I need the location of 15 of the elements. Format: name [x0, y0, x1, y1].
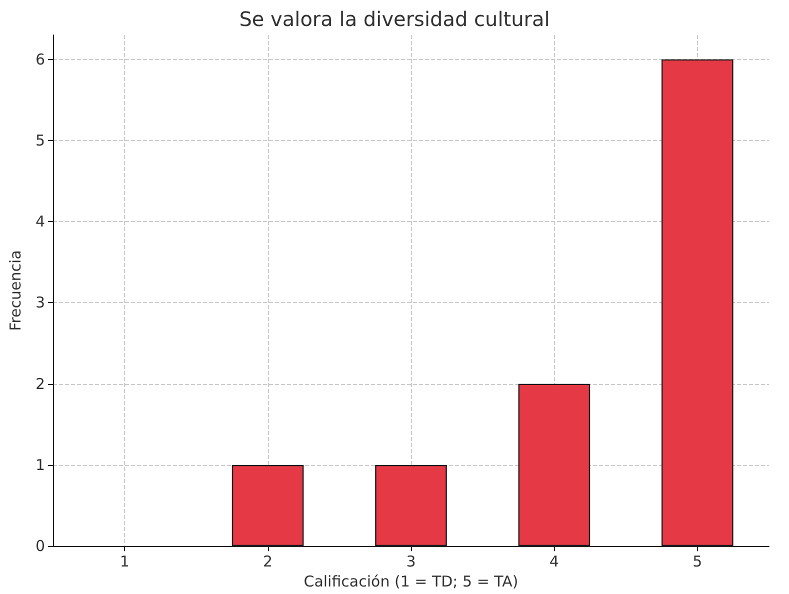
y-tick-label: 1	[35, 456, 45, 474]
x-tick-label: 4	[549, 552, 559, 571]
y-tick-label: 5	[35, 131, 45, 150]
chart-title: Se valora la diversidad cultural	[239, 7, 550, 31]
x-tick-label: 3	[406, 552, 416, 571]
y-tick-label: 2	[35, 374, 45, 393]
x-tick-label: 2	[263, 552, 273, 571]
y-axis-title: Frecuencia	[6, 250, 24, 331]
y-tick-label: 3	[35, 294, 45, 312]
y-tick-label: 0	[35, 537, 45, 556]
y-tick-label: 6	[35, 50, 45, 68]
y-tick-label: 4	[35, 212, 45, 231]
x-tick-label: 1	[120, 552, 130, 571]
x-tick-label: 5	[692, 552, 702, 571]
x-axis-title: Calificación (1 = TD; 5 = TA)	[304, 572, 518, 590]
